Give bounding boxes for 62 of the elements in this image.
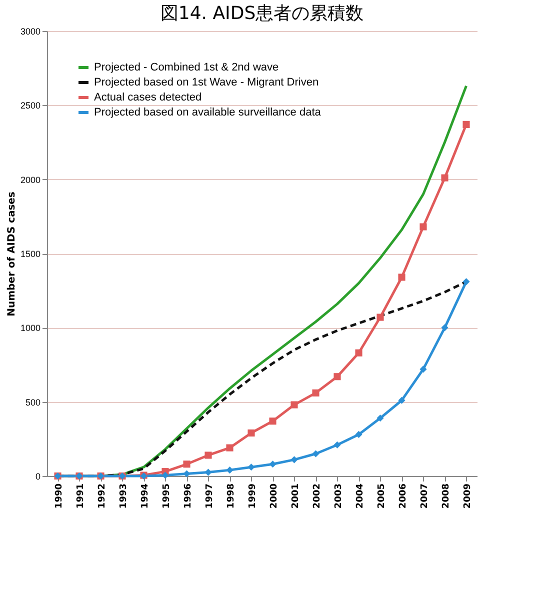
point bbox=[420, 366, 427, 373]
x-tick-label: 1994 bbox=[140, 484, 150, 509]
point bbox=[334, 441, 341, 448]
point bbox=[248, 429, 255, 437]
point bbox=[269, 418, 276, 425]
point bbox=[204, 452, 212, 459]
x-tick-label: 1998 bbox=[226, 484, 236, 509]
x-tick-label: 1999 bbox=[248, 484, 258, 509]
point bbox=[269, 460, 276, 468]
y-tick-label: 0 bbox=[35, 472, 40, 482]
point bbox=[290, 456, 298, 464]
x-tick-label: 2000 bbox=[269, 484, 280, 509]
point bbox=[312, 450, 320, 458]
point bbox=[290, 401, 298, 408]
point bbox=[420, 223, 427, 230]
x-tick-label: 2009 bbox=[462, 484, 473, 509]
x-tick-label: 2002 bbox=[312, 484, 322, 509]
y-axis-title: Number of AIDS cases bbox=[6, 192, 18, 316]
point bbox=[376, 314, 384, 321]
x-tick-label: 2003 bbox=[334, 484, 344, 509]
chart-title: 図14. AIDS患者の累積数 bbox=[160, 3, 364, 24]
point bbox=[355, 349, 362, 356]
y-tick-label: 3000 bbox=[20, 26, 40, 36]
x-tick-label: 1996 bbox=[183, 484, 194, 509]
point bbox=[204, 468, 212, 476]
x-tick-label: 1993 bbox=[118, 484, 129, 509]
x-tick-label: 2005 bbox=[376, 484, 387, 509]
legend-label: Projected based on 1st Wave - Migrant Driven bbox=[94, 76, 319, 88]
y-tick-label: 1500 bbox=[20, 249, 40, 259]
point bbox=[462, 120, 470, 128]
point bbox=[398, 396, 406, 404]
point bbox=[183, 470, 190, 478]
legend-label: Projected based on available surveillance data bbox=[94, 106, 322, 118]
point bbox=[226, 444, 234, 452]
point bbox=[226, 466, 234, 474]
point bbox=[355, 430, 362, 438]
legend-label: Actual cases detected bbox=[94, 92, 202, 104]
y-tick-label: 2000 bbox=[20, 174, 40, 185]
x-tick-label: 1997 bbox=[204, 484, 215, 509]
y-tick-label: 2500 bbox=[20, 100, 40, 111]
point bbox=[334, 373, 341, 380]
point bbox=[441, 174, 448, 182]
point bbox=[312, 389, 320, 396]
point bbox=[248, 464, 255, 471]
x-tick-label: 1990 bbox=[54, 484, 64, 509]
point bbox=[376, 414, 384, 422]
x-tick-label: 2008 bbox=[441, 484, 452, 509]
point bbox=[462, 278, 470, 286]
x-tick-label: 2006 bbox=[398, 484, 408, 509]
point bbox=[162, 472, 169, 479]
y-tick-label: 500 bbox=[25, 397, 40, 408]
x-tick-label: 2004 bbox=[355, 484, 366, 509]
legend-label: Projected - Combined 1st & 2nd wave bbox=[94, 62, 279, 74]
x-tick-label: 2001 bbox=[290, 484, 301, 509]
x-tick-label: 1995 bbox=[162, 484, 172, 509]
point bbox=[398, 274, 406, 281]
point bbox=[183, 460, 190, 468]
point bbox=[441, 324, 448, 332]
x-tick-label: 2007 bbox=[420, 484, 430, 509]
x-tick-label: 1992 bbox=[97, 484, 108, 509]
x-tick-label: 1991 bbox=[76, 484, 86, 509]
y-tick-label: 1000 bbox=[20, 323, 40, 334]
